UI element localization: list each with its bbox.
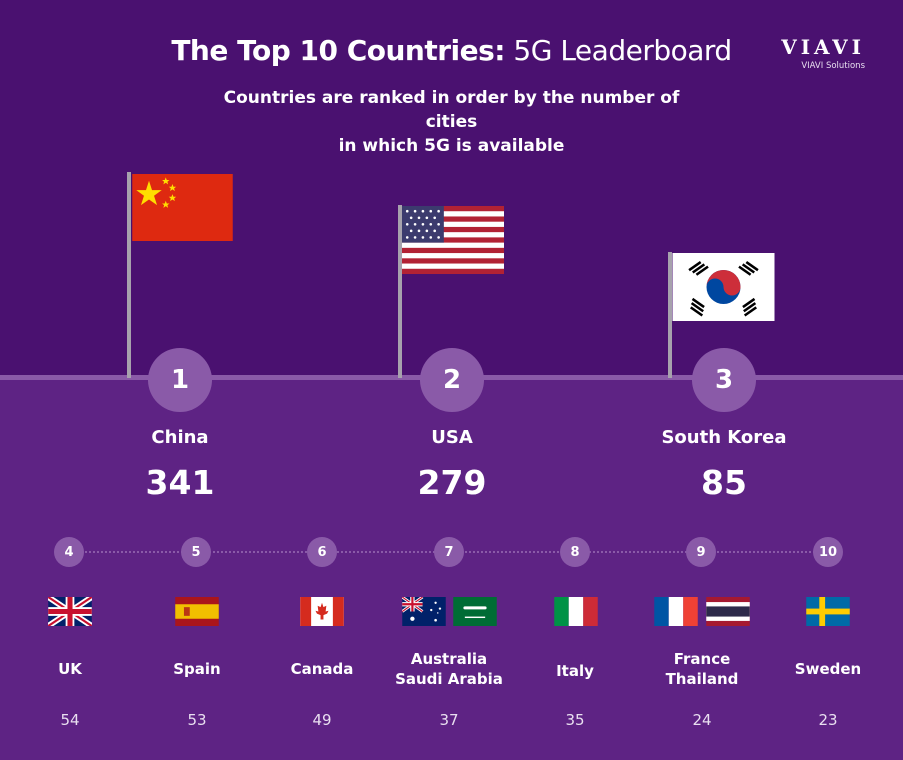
page-title: The Top 10 Countries: 5G Leaderboard	[0, 34, 903, 67]
south-korea-flag-pole	[668, 252, 672, 378]
rank-9-line1: France	[673, 650, 731, 668]
rank-10-country: Sweden	[758, 659, 898, 679]
logo-subtitle: VIAVI Solutions	[801, 61, 865, 71]
rank-7-cities: 37	[439, 711, 459, 729]
rank-badge-10: 10	[813, 537, 843, 567]
rank-badge-3: 3	[692, 348, 756, 412]
thailand-flag	[706, 597, 750, 626]
rank-badge-9: 9	[686, 537, 716, 567]
rank-badge-8: 8	[560, 537, 590, 567]
italy-flag	[554, 597, 598, 626]
south-korea-flag	[672, 253, 775, 321]
rank-8-line1: Italy	[556, 662, 594, 680]
rank-8-country: Italy	[505, 661, 645, 681]
uk-flag	[48, 597, 92, 626]
rank-4-line1: UK	[58, 660, 82, 678]
rank-5-line1: Spain	[173, 660, 221, 678]
podium-country-2: USA	[431, 427, 473, 448]
viavi-logo: VIAVI VIAVI Solutions	[781, 35, 865, 71]
spain-flag	[175, 597, 219, 626]
canada-flag	[300, 597, 344, 626]
rank-badge-7: 7	[434, 537, 464, 567]
rank-badge-2: 2	[420, 348, 484, 412]
rank-badge-6: 6	[307, 537, 337, 567]
subtitle-line-1: Countries are ranked in order by the num…	[223, 88, 680, 132]
podium-cities-2: 279	[417, 463, 487, 502]
rank-10-line1: Sweden	[794, 660, 862, 678]
rank-badge-1: 1	[148, 348, 212, 412]
logo-word: VIAVI	[781, 35, 865, 59]
usa-flag-pole	[398, 205, 402, 378]
rank-badge-4: 4	[54, 537, 84, 567]
bottom-background	[0, 378, 903, 760]
podium-cities-3: 85	[701, 463, 747, 502]
rank-9-country: France Thailand	[632, 649, 772, 689]
podium-cities-1: 341	[145, 463, 215, 502]
sweden-flag	[806, 597, 850, 626]
rank-5-country: Spain	[127, 659, 267, 679]
rank-6-cities: 49	[312, 711, 332, 729]
saudi-arabia-flag	[453, 597, 497, 626]
podium-country-1: China	[151, 427, 209, 448]
rank-9-cities: 24	[692, 711, 712, 729]
china-flag	[132, 174, 233, 241]
subtitle-line-2: in which 5G is available	[338, 136, 565, 156]
usa-flag	[402, 206, 504, 274]
rank-4-cities: 54	[60, 711, 80, 729]
rank-5-cities: 53	[187, 711, 207, 729]
rank-6-line1: Canada	[290, 660, 354, 678]
rank-7-country: Australia Saudi Arabia	[379, 649, 519, 689]
rank-9-line2: Thailand	[665, 670, 739, 688]
australia-flag	[402, 597, 446, 626]
china-flag-pole	[127, 172, 131, 378]
rank-7-line1: Australia	[410, 650, 488, 668]
rank-8-cities: 35	[565, 711, 585, 729]
france-flag	[654, 597, 698, 626]
rank-10-cities: 23	[818, 711, 838, 729]
podium-country-3: South Korea	[661, 427, 787, 448]
rank-badge-5: 5	[181, 537, 211, 567]
title-light: 5G Leaderboard	[505, 34, 732, 67]
rank-7-line2: Saudi Arabia	[395, 670, 503, 688]
rank-4-country: UK	[0, 659, 140, 679]
rank-6-country: Canada	[252, 659, 392, 679]
title-bold: The Top 10 Countries:	[171, 34, 506, 67]
page-subtitle: Countries are ranked in order by the num…	[200, 86, 703, 158]
